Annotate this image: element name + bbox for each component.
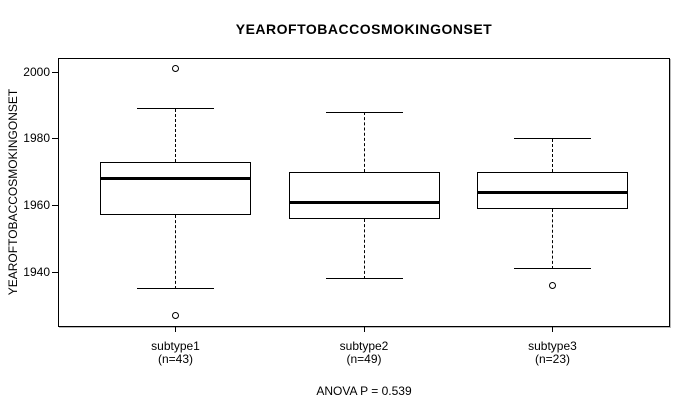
whisker-cap-lower xyxy=(513,268,591,270)
whisker-cap-lower xyxy=(137,288,214,290)
group-count: (n=49) xyxy=(346,352,382,366)
outlier-point xyxy=(172,311,179,319)
group-name: subtype1 xyxy=(151,339,200,353)
anova-annotation: ANOVA P = 0.539 xyxy=(316,384,412,398)
y-tick-mark xyxy=(52,138,58,140)
group-name: subtype2 xyxy=(339,339,389,353)
whisker-cap-upper xyxy=(325,111,403,113)
box xyxy=(288,172,440,219)
whisker-upper xyxy=(551,138,553,172)
whisker-cap-upper xyxy=(137,108,214,110)
whisker-lower xyxy=(551,208,553,269)
y-tick-mark xyxy=(52,271,58,273)
y-tick-mark xyxy=(52,204,58,206)
outlier-point xyxy=(548,281,556,289)
y-tick-label: 1940 xyxy=(23,264,50,279)
whisker-lower xyxy=(363,218,365,279)
whisker-upper xyxy=(363,112,365,172)
x-group-label: subtype3 (n=23) xyxy=(477,340,627,366)
median-line xyxy=(288,200,440,204)
median-line xyxy=(476,190,628,194)
median-line xyxy=(100,177,251,181)
x-tick-mark xyxy=(175,327,176,332)
y-tick-label: 1980 xyxy=(23,131,50,146)
whisker-upper xyxy=(175,108,176,162)
x-group-label: subtype1 (n=43) xyxy=(101,340,251,366)
box xyxy=(100,162,251,216)
x-group-label: subtype2 (n=49) xyxy=(289,340,439,366)
x-tick-mark xyxy=(551,327,553,332)
chart-title: YEAROFTOBACCOSMOKINGONSET xyxy=(235,21,493,37)
x-tick-mark xyxy=(363,327,365,332)
box xyxy=(476,172,628,209)
y-tick-label: 2000 xyxy=(23,64,50,79)
whisker-cap-lower xyxy=(325,278,403,280)
group-count: (n=43) xyxy=(157,352,194,366)
group-name: subtype3 xyxy=(528,339,577,353)
y-axis-label: YEAROFTOBACCOSMOKINGONSET xyxy=(6,88,20,296)
outlier-point xyxy=(172,65,179,73)
group-count: (n=23) xyxy=(534,352,570,366)
whisker-cap-upper xyxy=(513,138,591,140)
whisker-lower xyxy=(175,215,176,289)
y-tick-label: 1960 xyxy=(23,197,50,212)
y-tick-mark xyxy=(52,71,58,73)
